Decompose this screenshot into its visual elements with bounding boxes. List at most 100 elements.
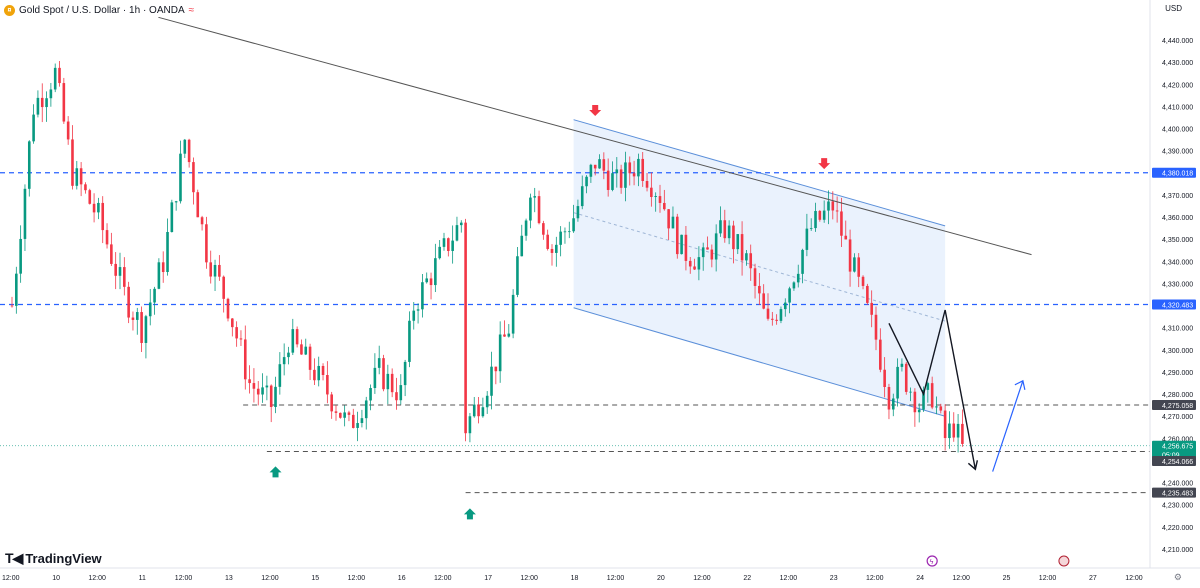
candle-body[interactable] — [425, 278, 429, 283]
candle-body[interactable] — [490, 366, 493, 396]
candle-body[interactable] — [399, 385, 403, 401]
candle-body[interactable] — [412, 310, 416, 321]
candle-body[interactable] — [339, 412, 342, 418]
candle-body[interactable] — [58, 67, 61, 84]
candle-body[interactable] — [762, 293, 765, 309]
candle-body[interactable] — [408, 320, 411, 362]
candle-body[interactable] — [256, 388, 260, 395]
candle-body[interactable] — [386, 373, 390, 390]
candle-body[interactable] — [719, 220, 722, 234]
price-tag-4254[interactable]: 4,254.066 — [1162, 459, 1193, 466]
candle-body[interactable] — [23, 188, 27, 239]
current-price-tag[interactable]: 4,256.675 — [1162, 444, 1193, 451]
channel-area[interactable] — [573, 119, 946, 417]
candle-body[interactable] — [390, 373, 394, 393]
candle-body[interactable] — [110, 244, 113, 264]
candle-body[interactable] — [948, 423, 951, 439]
candle-body[interactable] — [19, 238, 22, 274]
candle-body[interactable] — [572, 218, 575, 232]
candle-body[interactable] — [520, 235, 524, 257]
candle-body[interactable] — [494, 366, 498, 372]
candle-body[interactable] — [377, 358, 381, 368]
candle-body[interactable] — [956, 423, 960, 438]
candle-body[interactable] — [10, 305, 14, 307]
candle-body[interactable] — [563, 231, 567, 233]
candle-body[interactable] — [135, 312, 139, 320]
candle-body[interactable] — [542, 223, 545, 235]
candle-body[interactable] — [688, 260, 692, 267]
candle-body[interactable] — [464, 222, 467, 434]
candle-body[interactable] — [766, 308, 770, 319]
candle-body[interactable] — [53, 67, 57, 90]
candle-body[interactable] — [364, 400, 368, 419]
candle-body[interactable] — [831, 201, 835, 211]
projection-arrow[interactable] — [992, 380, 1024, 472]
candle-body[interactable] — [200, 217, 204, 225]
candle-body[interactable] — [524, 220, 528, 236]
candle-body[interactable] — [75, 168, 79, 186]
candle-body[interactable] — [166, 231, 169, 273]
candle-body[interactable] — [896, 366, 899, 399]
candle-body[interactable] — [814, 210, 817, 229]
candle-body[interactable] — [818, 210, 822, 220]
candle-body[interactable] — [62, 83, 66, 122]
candle-body[interactable] — [114, 263, 117, 276]
candle-body[interactable] — [822, 210, 826, 220]
candle-body[interactable] — [84, 184, 87, 191]
candle-body[interactable] — [758, 285, 761, 294]
candle-body[interactable] — [282, 357, 286, 365]
candle-body[interactable] — [576, 206, 580, 219]
candle-body[interactable] — [723, 220, 727, 239]
candle-body[interactable] — [49, 89, 53, 99]
candle-body[interactable] — [196, 192, 200, 218]
candle-body[interactable] — [654, 196, 657, 198]
candle-body[interactable] — [300, 344, 303, 355]
candle-body[interactable] — [343, 412, 346, 418]
candle-body[interactable] — [382, 358, 385, 390]
candle-body[interactable] — [533, 196, 537, 198]
candle-body[interactable] — [131, 317, 135, 320]
candle-body[interactable] — [883, 369, 886, 387]
candle-body[interactable] — [269, 385, 273, 408]
candle-body[interactable] — [714, 233, 718, 260]
candle-body[interactable] — [40, 97, 44, 108]
candle-body[interactable] — [805, 228, 809, 250]
symbol-title[interactable]: ¤ Gold Spot / U.S. Dollar · 1h · OANDA ≈ — [4, 3, 199, 17]
candle-body[interactable] — [835, 210, 839, 212]
candle-body[interactable] — [459, 222, 463, 226]
candle-body[interactable] — [36, 97, 40, 115]
candle-body[interactable] — [187, 139, 191, 163]
candle-body[interactable] — [637, 158, 640, 177]
candle-body[interactable] — [701, 247, 705, 258]
candle-body[interactable] — [140, 312, 143, 343]
candle-body[interactable] — [628, 162, 632, 174]
zigzag-projection[interactable] — [888, 309, 977, 470]
candle-body[interactable] — [183, 139, 187, 154]
candle-body[interactable] — [844, 235, 848, 240]
candle-body[interactable] — [861, 276, 865, 286]
candle-body[interactable] — [611, 173, 614, 190]
candle-body[interactable] — [507, 333, 511, 337]
candle-body[interactable] — [88, 190, 92, 204]
candle-body[interactable] — [252, 383, 256, 389]
candle-body[interactable] — [205, 224, 208, 263]
candle-body[interactable] — [887, 386, 891, 410]
candle-body[interactable] — [675, 216, 679, 255]
candle-body[interactable] — [192, 162, 195, 193]
candle-body[interactable] — [935, 406, 938, 408]
candle-body[interactable] — [580, 186, 584, 207]
candle-body[interactable] — [671, 216, 675, 229]
candle-body[interactable] — [555, 244, 558, 253]
candle-body[interactable] — [567, 231, 571, 233]
candle-body[interactable] — [27, 141, 31, 189]
currency-label[interactable]: USD — [1165, 4, 1182, 13]
candle-body[interactable] — [593, 164, 597, 169]
candle-body[interactable] — [870, 302, 873, 315]
candle-body[interactable] — [529, 197, 532, 221]
lightning-event-icon[interactable] — [926, 555, 938, 567]
candle-body[interactable] — [369, 388, 372, 401]
candle-body[interactable] — [170, 202, 174, 232]
candle-body[interactable] — [356, 423, 359, 428]
